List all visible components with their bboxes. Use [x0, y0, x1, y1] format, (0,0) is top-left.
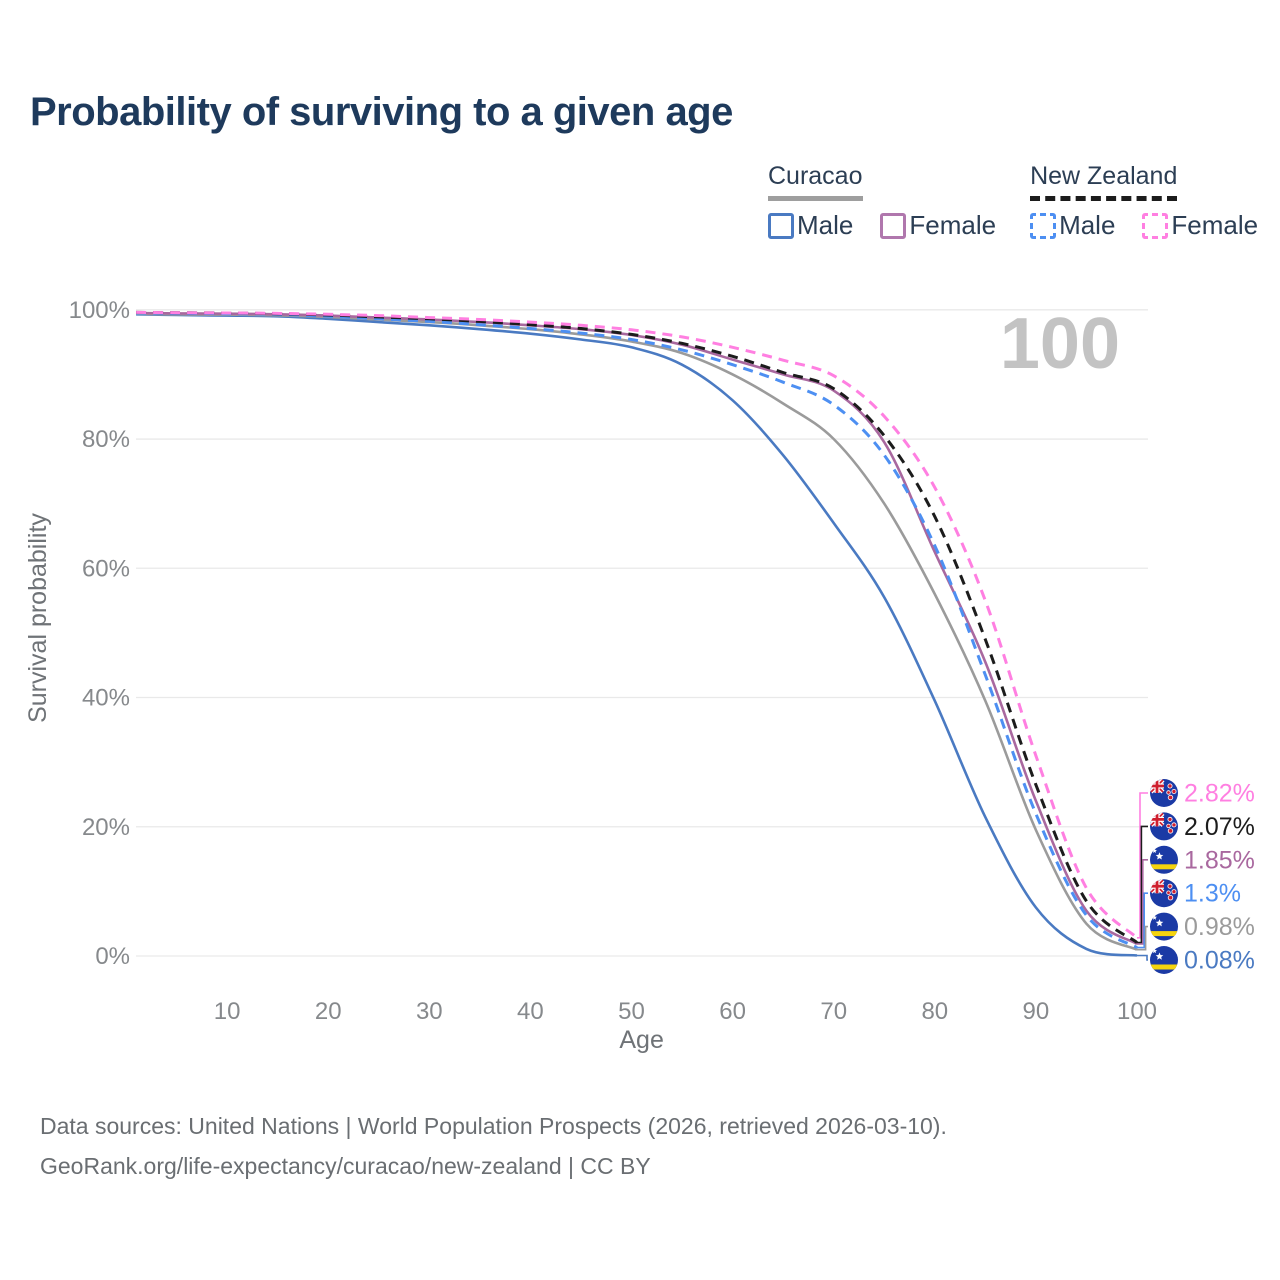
- y-tick-label: 40%: [82, 685, 130, 712]
- end-label-curacao-total: 0.98%: [1137, 913, 1255, 951]
- series-line-curacao-male[interactable]: [136, 313, 1138, 957]
- chart-title: Probability of surviving to a given age: [30, 90, 733, 134]
- legend-label-new-zealand-male: Male: [1059, 210, 1116, 240]
- legend-toggle-new-zealand-female[interactable]: Female: [1142, 210, 1258, 241]
- x-tick-label: 50: [618, 998, 645, 1025]
- end-value-new-zealand-female: 2.82%: [1184, 780, 1255, 808]
- new-zealand-flag-icon: [1150, 879, 1178, 908]
- curacao-flag-icon: [1150, 946, 1178, 974]
- curacao-male-swatch[interactable]: [768, 212, 794, 239]
- legend-country-new-zealand[interactable]: New Zealand: [1030, 162, 1178, 201]
- series-line-new-zealand-total[interactable]: [136, 310, 1138, 944]
- y-tick-label: 100%: [69, 297, 130, 324]
- x-axis-label: Age: [619, 1026, 663, 1054]
- legend-label-curacao-male: Male: [797, 210, 854, 240]
- end-value-new-zealand-male: 1.3%: [1184, 880, 1241, 908]
- series-line-curacao-total[interactable]: [136, 312, 1138, 951]
- curacao-flag-icon: [1150, 845, 1178, 874]
- new-zealand-flag-icon: [1150, 812, 1178, 841]
- footer: Data sources: United Nations | World Pop…: [40, 1106, 947, 1186]
- legend-label-new-zealand-female: Female: [1171, 210, 1259, 240]
- new-zealand-female-swatch[interactable]: [1142, 212, 1169, 239]
- x-tick-label: 10: [214, 998, 241, 1025]
- y-tick-label: 80%: [82, 426, 130, 453]
- y-axis-label: Survival probability: [24, 513, 52, 723]
- end-value-curacao-total: 0.98%: [1184, 913, 1255, 941]
- x-tick-label: 20: [315, 998, 342, 1025]
- x-tick-label: 70: [820, 998, 847, 1025]
- end-value-curacao-male: 0.08%: [1184, 947, 1255, 975]
- legend-group-new-zealand: New Zealand Male Female: [1030, 162, 1258, 241]
- y-tick-label: 60%: [82, 555, 130, 582]
- legend-toggle-curacao-female[interactable]: Female: [880, 210, 996, 241]
- curacao-flag-icon: [1150, 912, 1178, 941]
- x-tick-label: 100: [1117, 998, 1157, 1025]
- legend-label-curacao-female: Female: [909, 210, 997, 240]
- x-tick-label: 80: [921, 998, 948, 1025]
- x-tick-label: 40: [517, 998, 544, 1025]
- series-line-curacao-female[interactable]: [136, 311, 1138, 946]
- legend-toggle-new-zealand-male[interactable]: Male: [1030, 210, 1115, 241]
- end-label-new-zealand-total: 2.07%: [1137, 813, 1255, 944]
- legend-group-curacao: Curacao Male Female: [768, 162, 996, 241]
- source-url-text[interactable]: GeoRank.org/life-expectancy/curacao/new-…: [40, 1153, 651, 1179]
- y-tick-label: 20%: [82, 814, 130, 841]
- series-line-new-zealand-male[interactable]: [136, 311, 1138, 949]
- new-zealand-male-swatch[interactable]: [1030, 212, 1057, 239]
- end-label-new-zealand-male: 1.3%: [1137, 880, 1241, 949]
- legend-toggle-curacao-male[interactable]: Male: [768, 210, 853, 241]
- legend-country-curacao[interactable]: Curacao: [768, 162, 863, 201]
- series-line-new-zealand-female[interactable]: [136, 310, 1139, 939]
- end-label-curacao-male: 0.08%: [1137, 947, 1255, 975]
- hover-age-watermark: 100: [1000, 304, 1120, 384]
- end-label-curacao-female: 1.85%: [1137, 846, 1255, 945]
- new-zealand-flag-icon: [1150, 779, 1178, 807]
- curacao-female-swatch[interactable]: [880, 212, 907, 239]
- data-sources-text: Data sources: United Nations | World Pop…: [40, 1113, 947, 1139]
- x-tick-label: 30: [416, 998, 443, 1025]
- y-tick-label: 0%: [95, 943, 130, 970]
- chart-legend: Curacao Male Female New Zealand Male Fem…: [768, 162, 1258, 241]
- end-value-new-zealand-total: 2.07%: [1184, 813, 1255, 841]
- x-tick-label: 90: [1023, 998, 1050, 1025]
- x-tick-label: 60: [719, 998, 746, 1025]
- end-label-new-zealand-female: 2.82%: [1137, 780, 1255, 939]
- end-value-curacao-female: 1.85%: [1184, 846, 1255, 874]
